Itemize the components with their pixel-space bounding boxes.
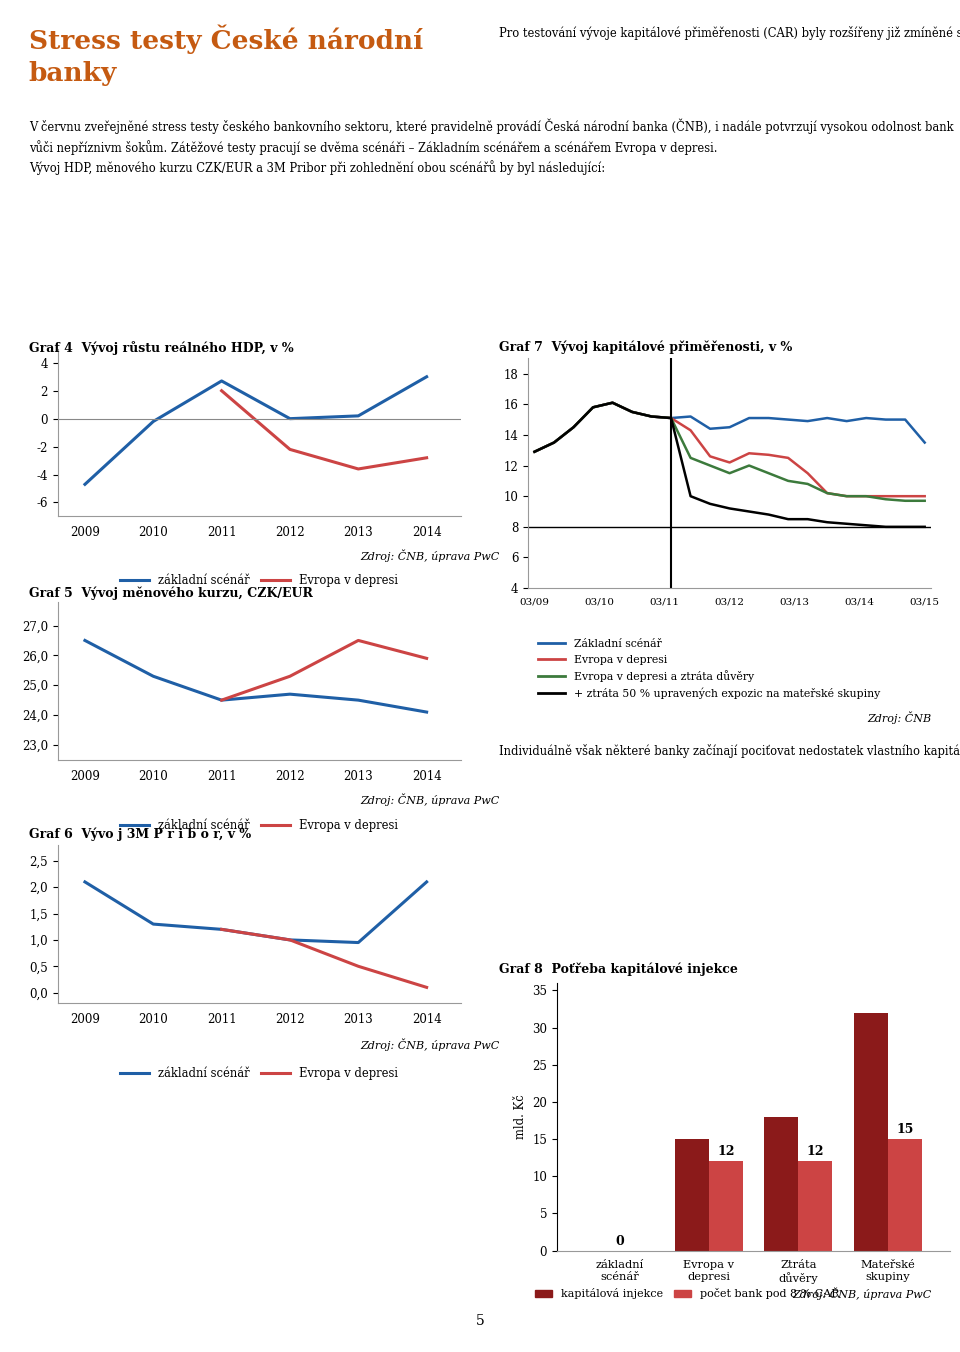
Text: Zdroj: ČNB, úprava PwC: Zdroj: ČNB, úprava PwC <box>360 794 499 806</box>
Legend: základní scénář, Evropa v depresi: základní scénář, Evropa v depresi <box>115 1063 403 1084</box>
Text: Graf 7  Vývoj kapitálové přiměřenosti, v %: Graf 7 Vývoj kapitálové přiměřenosti, v … <box>499 341 792 354</box>
Bar <box>853 1013 888 1251</box>
Bar <box>888 1138 922 1251</box>
Text: 12: 12 <box>806 1145 824 1159</box>
Text: V červnu zveřejněné stress testy českého bankovního sektoru, které pravidelně pr: V červnu zveřejněné stress testy českého… <box>29 119 953 174</box>
Text: Stress testy České národní: Stress testy České národní <box>29 24 423 54</box>
Text: Graf 5  Vývoj měnového kurzu, CZK/EUR: Graf 5 Vývoj měnového kurzu, CZK/EUR <box>29 587 313 600</box>
Text: Graf 6  Vývo j 3M P r i b o r, v %: Graf 6 Vývo j 3M P r i b o r, v % <box>29 827 251 841</box>
Text: Zdroj: ČNB, úprava PwC: Zdroj: ČNB, úprava PwC <box>360 549 499 561</box>
Bar <box>675 1138 708 1251</box>
Text: Zdroj: ČNB, úprava PwC: Zdroj: ČNB, úprava PwC <box>360 1038 499 1051</box>
Bar <box>764 1117 799 1251</box>
Legend: základní scénář, Evropa v depresi: základní scénář, Evropa v depresi <box>115 569 403 591</box>
Text: 15: 15 <box>896 1124 914 1136</box>
Text: Zdroj: ČNB, úprava PwC: Zdroj: ČNB, úprava PwC <box>792 1287 931 1299</box>
Text: Graf 4  Vývoj růstu reálného HDP, v %: Graf 4 Vývoj růstu reálného HDP, v % <box>29 341 294 354</box>
Text: 0: 0 <box>615 1234 624 1248</box>
Text: 12: 12 <box>717 1145 734 1159</box>
Legend: základní scénář, Evropa v depresi: základní scénář, Evropa v depresi <box>115 814 403 837</box>
Text: Pro testování vývoje kapitálové přiměřenosti (CAR) byly rozšířeny již zmíněné sc: Pro testování vývoje kapitálové přiměřen… <box>499 24 960 39</box>
Y-axis label: mld. Kč: mld. Kč <box>514 1094 526 1140</box>
Text: 5: 5 <box>475 1314 485 1328</box>
Legend: Základní scénář, Evropa v depresi, Evropa v depresi a ztráta důvěry, + ztráta 50: Základní scénář, Evropa v depresi, Evrop… <box>534 635 884 703</box>
Text: Individuálně však některé banky začínají pociťovat nedostatek vlastního kapitálu: Individuálně však některé banky začínají… <box>499 744 960 757</box>
Bar <box>799 1161 832 1251</box>
Text: banky: banky <box>29 61 117 85</box>
Text: Graf 8  Poťřeba kapitálové injekce: Graf 8 Poťřeba kapitálové injekce <box>499 963 738 976</box>
Text: Zdroj: ČNB: Zdroj: ČNB <box>867 711 931 723</box>
Bar <box>708 1161 743 1251</box>
Legend: kapitálová injekce, počet bank pod 8 % CAR: kapitálová injekce, počet bank pod 8 % C… <box>531 1284 844 1303</box>
